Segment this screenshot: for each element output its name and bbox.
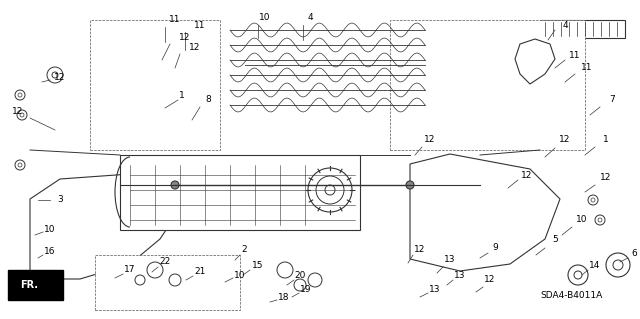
Text: 14: 14 <box>589 261 601 270</box>
Text: 12: 12 <box>559 136 571 145</box>
Text: 12: 12 <box>179 33 191 42</box>
Circle shape <box>277 262 293 278</box>
Circle shape <box>438 83 442 87</box>
Circle shape <box>595 215 605 225</box>
Text: 11: 11 <box>195 20 205 29</box>
Text: 11: 11 <box>581 63 593 72</box>
Circle shape <box>47 67 63 83</box>
Circle shape <box>433 78 447 92</box>
Text: 15: 15 <box>252 261 264 270</box>
Text: 7: 7 <box>609 95 615 105</box>
Circle shape <box>613 260 623 270</box>
Circle shape <box>525 95 535 105</box>
Text: 10: 10 <box>576 216 588 225</box>
Bar <box>8 270 63 300</box>
Text: 11: 11 <box>169 16 180 25</box>
Circle shape <box>488 73 492 77</box>
Text: 13: 13 <box>454 271 466 279</box>
Circle shape <box>171 181 179 189</box>
Text: 12: 12 <box>414 246 426 255</box>
Text: 12: 12 <box>600 174 612 182</box>
Circle shape <box>135 275 145 285</box>
Circle shape <box>294 279 306 291</box>
Circle shape <box>52 72 58 78</box>
Circle shape <box>308 168 352 212</box>
Text: SDA4-B4011A: SDA4-B4011A <box>540 291 602 300</box>
Text: 1: 1 <box>179 91 185 100</box>
Text: 22: 22 <box>159 257 171 266</box>
Text: 10: 10 <box>259 13 271 23</box>
Text: 5: 5 <box>552 235 558 244</box>
Bar <box>540 20 625 38</box>
Bar <box>120 155 360 230</box>
Bar <box>95 255 240 310</box>
Circle shape <box>574 271 582 279</box>
Text: 12: 12 <box>189 43 201 53</box>
Text: 10: 10 <box>234 271 246 279</box>
Circle shape <box>135 75 145 85</box>
Circle shape <box>94 59 106 71</box>
Text: 4: 4 <box>562 20 568 29</box>
Text: 12: 12 <box>424 136 436 145</box>
Text: 18: 18 <box>278 293 290 302</box>
Circle shape <box>98 63 102 67</box>
Text: 12: 12 <box>12 108 24 116</box>
Text: 19: 19 <box>300 286 312 294</box>
Circle shape <box>325 185 335 195</box>
Text: 1: 1 <box>603 136 609 145</box>
Circle shape <box>588 195 598 205</box>
Circle shape <box>591 198 595 202</box>
Text: 4: 4 <box>307 13 313 23</box>
Circle shape <box>484 69 496 81</box>
Text: 16: 16 <box>44 248 56 256</box>
Text: 21: 21 <box>195 268 205 277</box>
Text: 13: 13 <box>444 256 456 264</box>
Circle shape <box>20 113 24 117</box>
Text: 12: 12 <box>54 73 66 83</box>
Circle shape <box>17 110 27 120</box>
Circle shape <box>18 93 22 97</box>
Circle shape <box>598 218 602 222</box>
Text: 12: 12 <box>484 276 496 285</box>
Bar <box>90 20 220 150</box>
Text: 8: 8 <box>205 95 211 105</box>
Circle shape <box>316 176 344 204</box>
Circle shape <box>15 90 25 100</box>
Text: 10: 10 <box>44 226 56 234</box>
Text: 17: 17 <box>124 265 136 275</box>
Text: 9: 9 <box>492 243 498 253</box>
Text: 6: 6 <box>631 249 637 257</box>
Text: FR.: FR. <box>20 280 38 290</box>
Circle shape <box>15 160 25 170</box>
Text: 13: 13 <box>429 286 441 294</box>
Circle shape <box>568 265 588 285</box>
Circle shape <box>169 274 181 286</box>
Text: 11: 11 <box>569 50 580 60</box>
Text: 12: 12 <box>522 170 532 180</box>
Circle shape <box>606 253 630 277</box>
Circle shape <box>18 163 22 167</box>
Text: 3: 3 <box>57 196 63 204</box>
Circle shape <box>308 273 322 287</box>
Text: 20: 20 <box>294 271 306 279</box>
Circle shape <box>147 262 163 278</box>
Bar <box>390 20 585 150</box>
Text: 2: 2 <box>241 246 247 255</box>
Circle shape <box>406 181 414 189</box>
